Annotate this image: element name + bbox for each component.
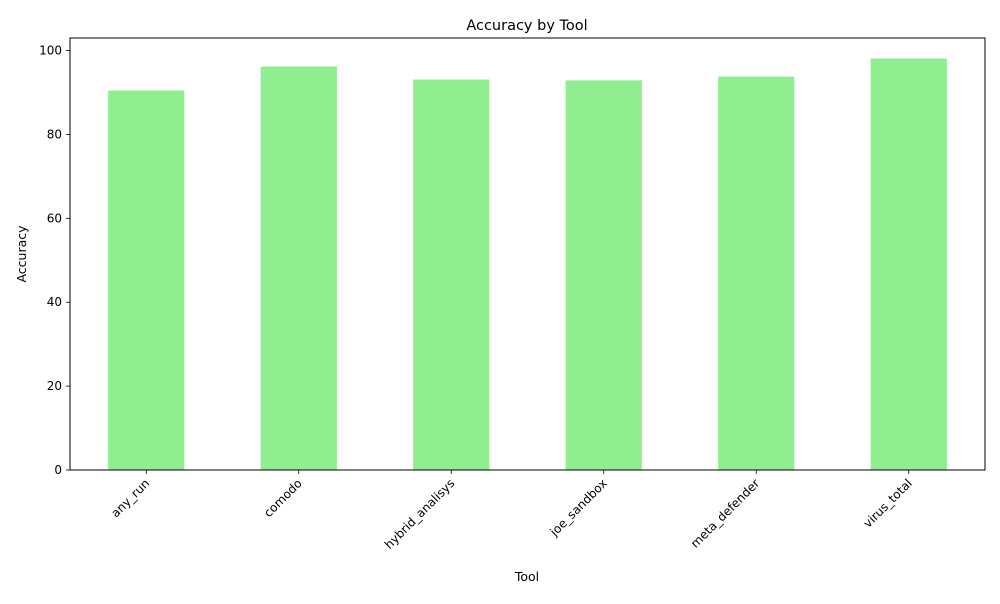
y-tick-label: 0	[54, 463, 62, 477]
x-tick-label: meta_defender	[688, 476, 762, 550]
x-tick-label: any_run	[108, 476, 152, 520]
y-axis-ticks: 0 20 40 60 80 100	[39, 44, 70, 477]
bar-hybrid_analisys	[413, 79, 490, 470]
y-tick-label: 100	[39, 44, 62, 58]
bars-group	[108, 58, 947, 471]
x-tick-label: hybrid_analisys	[382, 476, 458, 552]
chart-title: Accuracy by Tool	[466, 18, 587, 34]
x-tick-label: joe_sandbox	[547, 476, 610, 539]
x-axis-ticks: any_run comodo hybrid_analisys joe_sandbox m…	[108, 470, 915, 552]
y-tick-label: 60	[47, 211, 62, 225]
bar-comodo	[260, 66, 337, 470]
y-tick-label: 20	[47, 379, 62, 393]
x-tick-label: virus_total	[861, 476, 915, 530]
bar-meta_defender	[718, 76, 795, 470]
y-tick-label: 80	[47, 127, 62, 141]
plot-frame	[69, 37, 986, 471]
x-tick-label: comodo	[261, 476, 305, 520]
y-axis-label: Accuracy	[14, 225, 29, 283]
x-axis-label: Tool	[514, 569, 539, 584]
y-tick-label: 40	[47, 295, 62, 309]
bar-virus_total	[870, 58, 947, 471]
bar-any_run	[108, 90, 185, 470]
bar-joe_sandbox	[565, 80, 642, 470]
